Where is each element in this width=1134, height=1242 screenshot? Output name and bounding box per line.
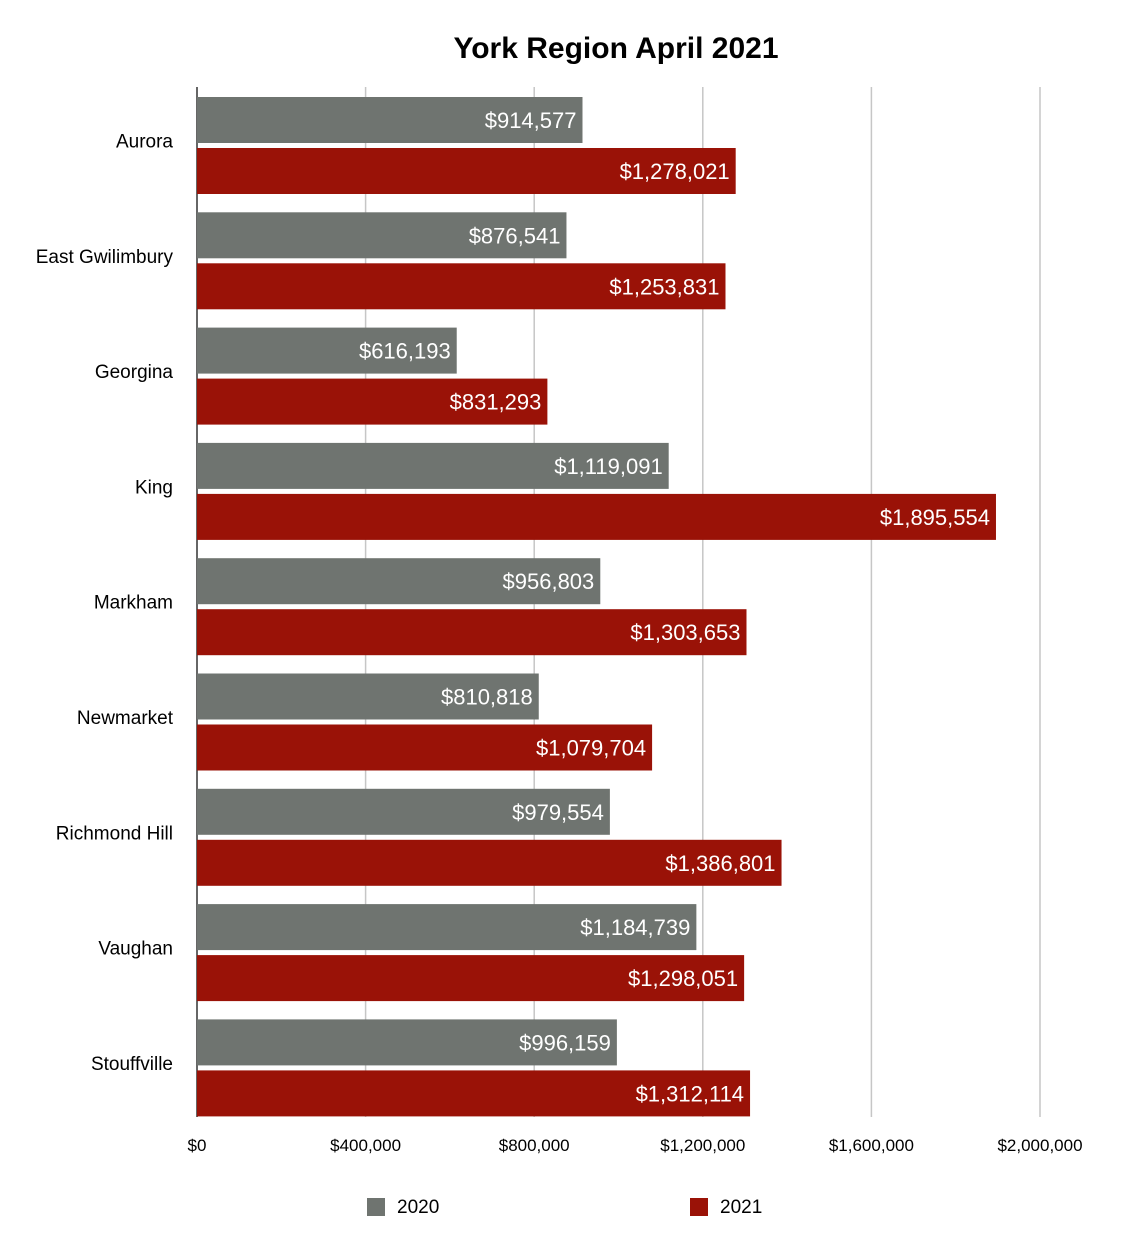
bar-2020-2 [197,327,457,374]
category-label: Newmarket [77,708,174,729]
bar-2020-6 [197,788,610,835]
bar-2020-1 [197,212,567,259]
category-label: Markham [94,593,173,614]
bar-2021-6 [197,839,782,886]
bar-2020-3 [197,442,669,489]
data-label-2020-4: $956,803 [503,569,595,594]
category-label: Aurora [116,132,173,153]
legend-label-2020: 2020 [397,1197,439,1218]
data-label-2020-2: $616,193 [359,339,451,364]
bar-2021-8 [197,1070,751,1117]
x-tick-label: $1,600,000 [829,1136,914,1155]
data-label-2021-3: $1,895,554 [880,505,990,530]
x-tick-label: $0 [188,1136,207,1155]
data-label-2021-6: $1,386,801 [665,851,775,876]
bar-2021-7 [197,955,745,1002]
bar-2020-5 [197,673,539,720]
data-label-2020-7: $1,184,739 [580,915,690,940]
bar-2021-1 [197,263,726,310]
category-labels: Aurora East Gwilimbury Georgina King Markham… [36,132,174,1075]
data-label-2021-2: $831,293 [450,390,542,415]
legend-swatch-2020 [367,1198,385,1216]
data-label-2021-1: $1,253,831 [609,274,719,299]
data-label-2021-7: $1,298,051 [628,966,738,991]
data-label-2021-4: $1,303,653 [630,620,740,645]
data-label-2021-0: $1,278,021 [620,159,730,184]
category-label: King [135,477,173,498]
value-labels: $914,577 $1,278,021 $876,541 $1,253,831 $616… [359,108,990,1106]
data-label-2020-0: $914,577 [485,108,577,133]
bars [197,97,996,1117]
legend: 2020 2021 [367,1197,762,1218]
data-label-2021-5: $1,079,704 [536,736,646,761]
x-tick-label: $800,000 [499,1136,570,1155]
chart-title: York Region April 2021 [453,32,778,65]
x-axis-tick-labels: $0 $400,000 $800,000 $1,200,000 $1,600,000 $2… [188,1136,1083,1155]
bar-2020-0 [197,97,583,143]
x-tick-label: $1,200,000 [660,1136,745,1155]
category-label: Vaughan [98,939,173,960]
data-label-2021-8: $1,312,114 [636,1081,744,1106]
bar-2020-8 [197,1019,617,1066]
bar-2020-4 [197,558,601,605]
data-label-2020-3: $1,119,091 [554,454,662,479]
bar-2020-7 [197,904,697,951]
bar-2021-4 [197,609,747,656]
bar-2021-2 [197,378,548,425]
legend-swatch-2021 [690,1198,708,1216]
legend-label-2021: 2021 [720,1197,762,1218]
bar-2021-5 [197,724,653,771]
category-label: East Gwilimbury [36,247,174,268]
bar-2021-3 [197,493,996,540]
data-label-2020-1: $876,541 [469,223,561,248]
data-label-2020-6: $979,554 [512,800,604,825]
x-tick-label: $2,000,000 [997,1136,1082,1155]
category-label: Stouffville [91,1054,173,1075]
data-label-2020-5: $810,818 [441,685,533,710]
bar-2021-0 [197,148,736,194]
x-tick-label: $400,000 [330,1136,401,1155]
category-label: Georgina [95,362,174,383]
data-label-2020-8: $996,159 [519,1030,611,1055]
category-label: Richmond Hill [56,823,173,844]
